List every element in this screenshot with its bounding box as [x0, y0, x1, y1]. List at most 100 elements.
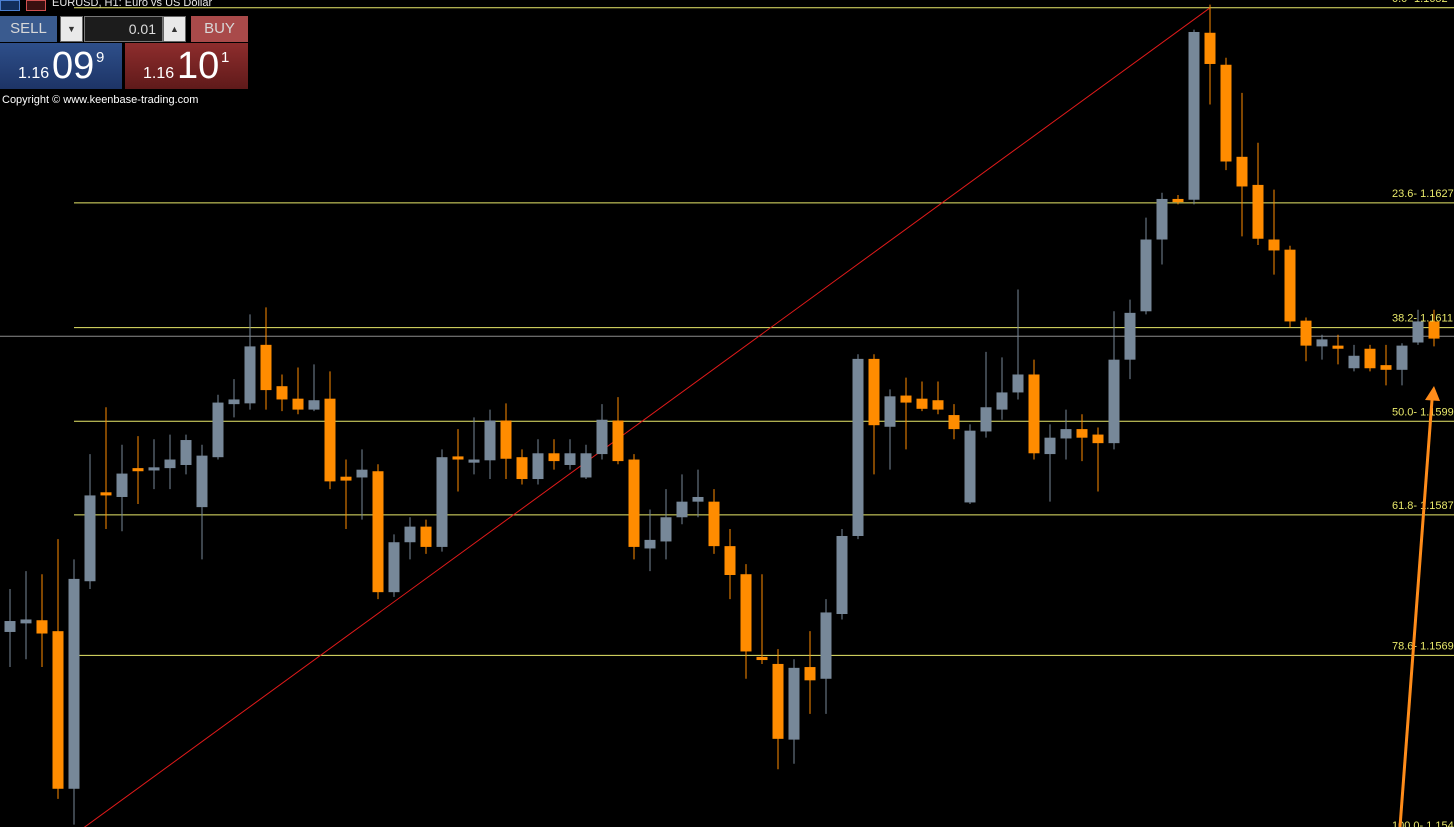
candle-body	[20, 619, 32, 624]
candle-body	[1012, 374, 1024, 393]
candle-body	[1076, 429, 1088, 438]
candle-body	[644, 539, 656, 549]
candle-body	[1364, 348, 1376, 369]
lot-increase[interactable]: ▲	[163, 16, 186, 42]
candle-body	[356, 469, 368, 478]
candle-body	[1044, 437, 1056, 455]
candle-body	[676, 501, 688, 518]
price-prefix: 1.16	[143, 65, 175, 82]
candle-body	[52, 631, 64, 789]
candle-body	[484, 420, 496, 461]
candle-body	[868, 358, 880, 426]
candle-body	[116, 473, 128, 497]
candle-body	[292, 398, 304, 410]
sell-button[interactable]: SELL	[0, 16, 57, 42]
fib-label: 78.6- 1.1569	[1392, 640, 1454, 652]
candle-body	[820, 612, 832, 679]
candle-body	[1156, 198, 1168, 240]
candle-body	[996, 392, 1008, 410]
candle-body	[1396, 345, 1408, 370]
candle-body	[980, 407, 992, 432]
window-icon	[0, 0, 20, 11]
candle-body	[1268, 239, 1280, 251]
candle-body	[900, 395, 912, 403]
lot-input[interactable]: 0.01	[84, 16, 163, 42]
candle-body	[948, 415, 960, 430]
buy-price[interactable]: 1.16 10 1	[125, 43, 248, 89]
candle-body	[452, 456, 464, 460]
sell-price[interactable]: 1.16 09 9	[0, 43, 122, 89]
candle-body	[1092, 434, 1104, 444]
candle-body	[612, 420, 624, 462]
candle-body	[756, 656, 768, 661]
symbol-title: EURUSD, H1: Euro vs US Dollar	[52, 0, 213, 9]
candle-body	[852, 358, 864, 536]
price-pips: 10	[177, 45, 220, 87]
candle-body	[1172, 198, 1184, 203]
candle-body	[1220, 64, 1232, 162]
candle-body	[532, 453, 544, 480]
copyright: Copyright © www.keenbase-trading.com	[2, 94, 199, 106]
candle-body	[4, 621, 16, 632]
candle-body	[500, 420, 512, 459]
buy-button[interactable]: BUY	[191, 16, 248, 42]
candle-body	[308, 400, 320, 410]
candle-body	[372, 471, 384, 593]
fib-label: 23.6- 1.1627	[1392, 188, 1454, 200]
candle-body	[1188, 31, 1200, 200]
candle-body	[772, 663, 784, 739]
fib-label: 100.0- 1.1546	[1392, 820, 1454, 827]
candle-body	[244, 346, 256, 404]
candle-body	[564, 453, 576, 465]
candle-body	[1060, 429, 1072, 439]
candle-body	[516, 457, 528, 480]
candle-body	[548, 453, 560, 462]
candle-body	[724, 546, 736, 575]
candle-body	[100, 492, 112, 496]
candle-body	[1140, 239, 1152, 312]
candle-body	[84, 495, 96, 582]
fib-label: 0.0- 1.1652	[1392, 0, 1448, 5]
price-point: 1	[221, 49, 230, 66]
candle-body	[276, 386, 288, 400]
candle-body	[420, 526, 432, 547]
candle-body	[596, 419, 608, 455]
lot-decrease[interactable]: ▼	[60, 16, 83, 42]
candle-body	[836, 535, 848, 615]
candle-body	[660, 517, 672, 542]
candle-body	[1380, 365, 1392, 370]
candle-body	[692, 496, 704, 502]
price-pips: 09	[52, 45, 95, 87]
candle-body	[1252, 184, 1264, 239]
candle-body	[916, 398, 928, 409]
candle-body	[404, 526, 416, 543]
price-point: 9	[96, 49, 105, 66]
window-icon	[26, 0, 46, 11]
candle-body	[1124, 312, 1136, 360]
candle-body	[1204, 32, 1216, 64]
candle-body	[324, 398, 336, 482]
candle-body	[1316, 339, 1328, 347]
candle-body	[388, 542, 400, 593]
candle-body	[180, 440, 192, 465]
candle-body	[1236, 156, 1248, 187]
candle-body	[740, 574, 752, 652]
fib-label: 50.0- 1.1599	[1392, 406, 1454, 418]
candle-body	[1028, 374, 1040, 454]
trade-panel: EURUSD, H1: Euro vs US Dollar SELL ▼ 0.0…	[0, 0, 260, 110]
price-prefix: 1.16	[18, 65, 50, 82]
candle-body	[436, 457, 448, 547]
candle-body	[964, 430, 976, 503]
candle-body	[1348, 355, 1360, 369]
candle-body	[788, 667, 800, 740]
arrow-head	[1425, 386, 1440, 401]
candle-body	[68, 578, 80, 789]
candle-body	[1428, 321, 1440, 339]
candle-body	[1412, 321, 1424, 343]
candle-body	[212, 402, 224, 458]
candle-body	[164, 459, 176, 469]
candle-body	[132, 468, 144, 472]
candle-body	[260, 344, 272, 391]
candle-body	[628, 459, 640, 547]
